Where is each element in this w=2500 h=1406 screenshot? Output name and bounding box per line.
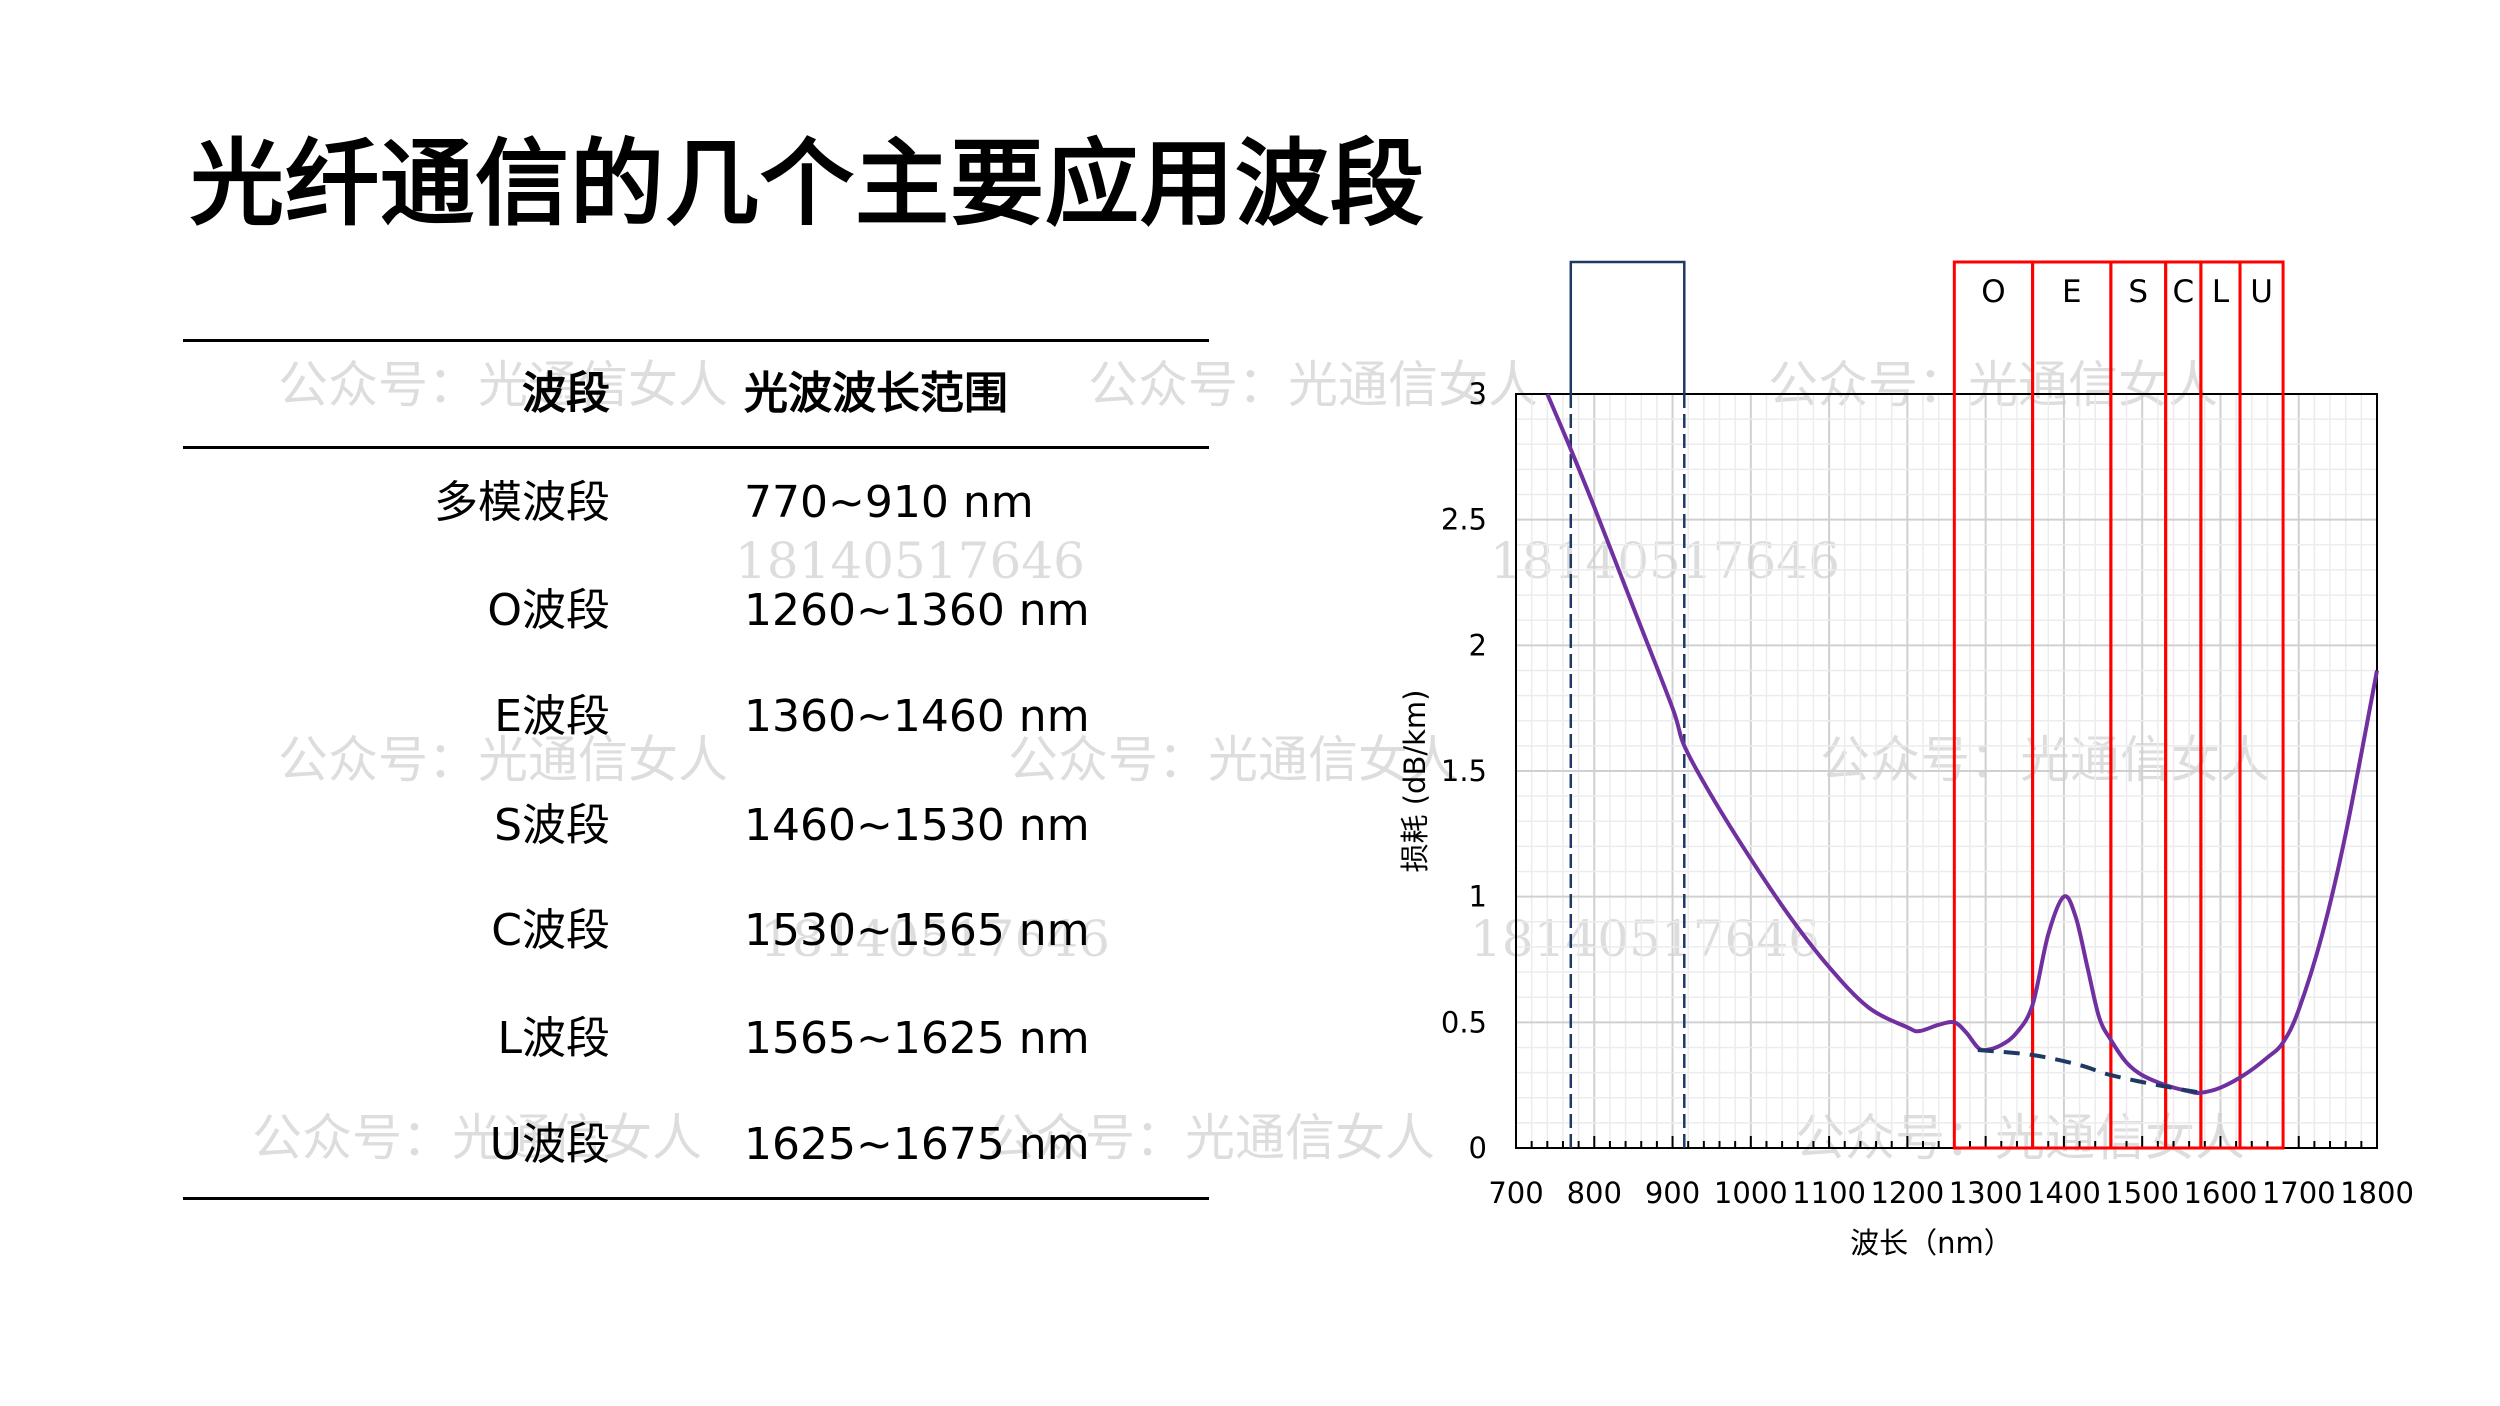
row-range: 1625~1675 nm xyxy=(744,1119,1090,1170)
row-range: 1360~1460 nm xyxy=(744,691,1090,742)
row-band: S波段 xyxy=(494,800,610,851)
row-band: C波段 xyxy=(491,905,610,956)
multimode-band xyxy=(1569,260,1686,394)
header-range: 光波波长范围 xyxy=(744,368,1008,419)
page-title: 光纤通信的几个主要应用波段 xyxy=(190,130,1426,239)
band-label-U: U xyxy=(2250,274,2273,310)
y-tick-label: 0 xyxy=(1469,1131,1487,1165)
series-loss xyxy=(1545,393,2379,1095)
x-tick-label: 700 xyxy=(1488,1176,1543,1210)
y-tick-label: 0.5 xyxy=(1441,1005,1487,1039)
row-range: 1260~1360 nm xyxy=(744,585,1090,636)
series-low-water-peak xyxy=(1977,1047,2202,1095)
table-top-rule xyxy=(183,339,1209,342)
table-bottom-rule xyxy=(183,1197,1209,1200)
plot-frame xyxy=(1515,393,2378,1149)
y-tick-label: 1.5 xyxy=(1441,754,1487,788)
band-label-L: L xyxy=(2212,274,2230,310)
row-band: 多模波段 xyxy=(434,477,610,528)
y-axis-label: 损耗 (dB/km) xyxy=(1398,690,1432,873)
header-band: 波段 xyxy=(522,368,610,419)
x-tick-label: 1700 xyxy=(2262,1176,2336,1210)
table-header-rule xyxy=(183,446,1209,449)
row-range: 1565~1625 nm xyxy=(744,1013,1090,1064)
row-band: O波段 xyxy=(487,585,610,636)
row-range: 1530~1565 nm xyxy=(744,905,1090,956)
x-tick-label: 1000 xyxy=(1714,1176,1788,1210)
x-tick-label: 1600 xyxy=(2184,1176,2258,1210)
band-label-S: S xyxy=(2128,274,2148,310)
y-tick-label: 1 xyxy=(1469,880,1487,914)
x-tick-label: 1500 xyxy=(2105,1176,2179,1210)
x-tick-label: 1400 xyxy=(2027,1176,2101,1210)
y-tick-label: 2.5 xyxy=(1441,503,1487,537)
band-label-O: O xyxy=(1981,274,2005,310)
x-tick-label: 900 xyxy=(1645,1176,1700,1210)
row-band: E波段 xyxy=(494,691,610,742)
y-tick-label: 2 xyxy=(1469,628,1487,662)
row-band: L波段 xyxy=(497,1013,610,1064)
row-band: U波段 xyxy=(489,1119,610,1170)
x-axis-label: 波长（nm） xyxy=(1850,1226,2013,1260)
row-range: 1460~1530 nm xyxy=(744,800,1090,851)
x-tick-label: 800 xyxy=(1567,1176,1622,1210)
x-tick-label: 1200 xyxy=(1870,1176,1944,1210)
row-range: 770~910 nm xyxy=(744,477,1034,528)
band-label-E: E xyxy=(2062,274,2082,310)
x-tick-label: 1300 xyxy=(1949,1176,2023,1210)
band-label-C: C xyxy=(2172,274,2194,310)
x-tick-label: 1800 xyxy=(2340,1176,2414,1210)
x-tick-label: 1100 xyxy=(1792,1176,1866,1210)
y-tick-label: 3 xyxy=(1469,377,1487,411)
band-U xyxy=(2238,260,2285,1150)
